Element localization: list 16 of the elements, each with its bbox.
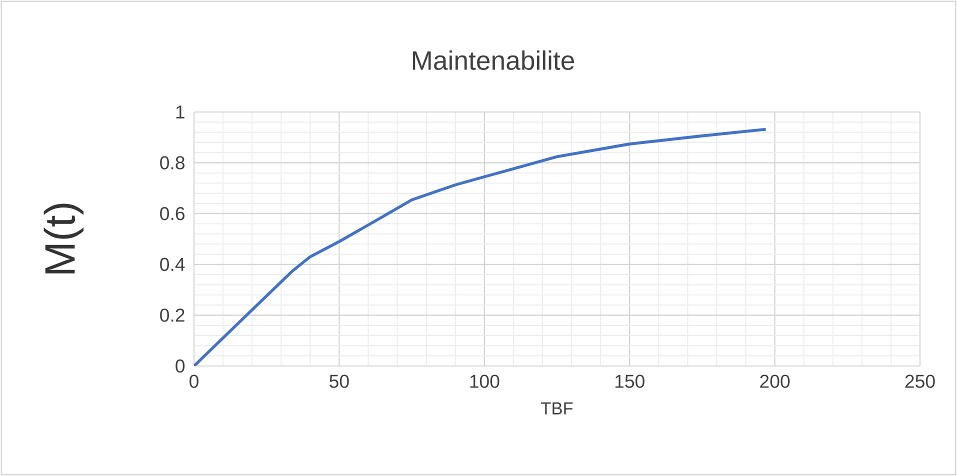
x-tick-label: 250 [905, 374, 935, 388]
y-tick-label: 0.6 [160, 206, 184, 220]
y-tick-label: 0.8 [160, 156, 184, 170]
x-tick-label: 0 [190, 374, 198, 388]
x-tick-label: 100 [470, 374, 500, 388]
y-tick-label: 0.4 [160, 258, 185, 272]
y-tick-label: 1 [176, 106, 184, 118]
y-tick-label: 0 [176, 359, 185, 373]
x-tick-label: 150 [615, 374, 644, 388]
chart-title: Maintenabilite [412, 50, 574, 70]
x-axis-title: TBF [541, 402, 573, 414]
y-tick-label: 0.2 [160, 308, 184, 322]
line-series [194, 128, 768, 366]
x-tick-label: 200 [760, 374, 790, 388]
x-tick-label: 50 [330, 374, 349, 388]
y-axis-title: M(t) [44, 204, 84, 274]
